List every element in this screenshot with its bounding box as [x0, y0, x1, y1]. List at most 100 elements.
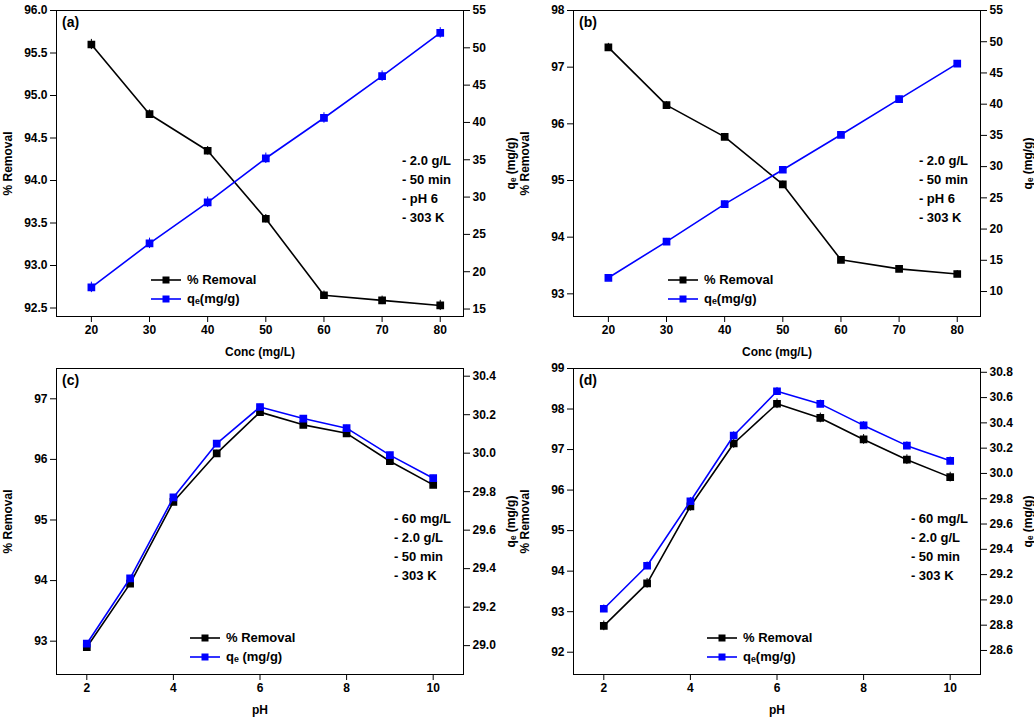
- svg-text:45: 45: [473, 78, 487, 92]
- svg-text:40: 40: [718, 323, 732, 337]
- svg-text:20: 20: [85, 323, 99, 337]
- svg-text:30: 30: [143, 323, 157, 337]
- svg-text:93.0: 93.0: [24, 258, 48, 272]
- svg-text:30.0: 30.0: [473, 446, 497, 460]
- svg-text:35: 35: [990, 128, 1004, 142]
- svg-text:25: 25: [473, 227, 487, 241]
- svg-text:15: 15: [990, 253, 1004, 267]
- svg-text:40: 40: [473, 115, 487, 129]
- svg-text:50: 50: [776, 323, 790, 337]
- svg-text:29.8: 29.8: [990, 492, 1014, 506]
- svg-text:94: 94: [551, 230, 565, 244]
- svg-text:qₑ (mg/g): qₑ (mg/g): [1021, 138, 1034, 190]
- svg-text:10: 10: [944, 681, 958, 695]
- svg-text:29.2: 29.2: [990, 567, 1014, 581]
- svg-text:29.4: 29.4: [990, 542, 1014, 556]
- svg-text:99: 99: [551, 361, 565, 375]
- svg-text:30.6: 30.6: [990, 390, 1014, 404]
- svg-text:6: 6: [257, 681, 264, 695]
- svg-text:40: 40: [990, 97, 1004, 111]
- svg-text:4: 4: [687, 681, 694, 695]
- svg-text:29.0: 29.0: [473, 638, 497, 652]
- svg-text:29.4: 29.4: [473, 561, 497, 575]
- svg-text:93: 93: [551, 287, 565, 301]
- svg-text:10: 10: [427, 681, 441, 695]
- svg-text:97: 97: [551, 442, 565, 456]
- svg-text:30.8: 30.8: [990, 365, 1014, 379]
- svg-text:% Removal: % Removal: [518, 131, 532, 195]
- svg-text:29.6: 29.6: [990, 517, 1014, 531]
- svg-text:93: 93: [34, 634, 48, 648]
- svg-text:29.0: 29.0: [990, 593, 1014, 607]
- svg-text:94.0: 94.0: [24, 173, 48, 187]
- svg-text:% Removal: % Removal: [1, 131, 15, 195]
- svg-text:40: 40: [201, 323, 215, 337]
- svg-text:% Removal: % Removal: [518, 489, 532, 553]
- svg-text:30: 30: [660, 323, 674, 337]
- svg-text:29.6: 29.6: [473, 523, 497, 537]
- svg-text:qₑ (mg/g): qₑ (mg/g): [1021, 496, 1034, 548]
- svg-text:2: 2: [600, 681, 607, 695]
- svg-text:Conc (mg/L): Conc (mg/L): [225, 345, 295, 359]
- svg-text:98: 98: [551, 3, 565, 17]
- svg-text:80: 80: [951, 323, 965, 337]
- svg-text:20: 20: [990, 222, 1004, 236]
- svg-text:30: 30: [473, 190, 487, 204]
- svg-text:97: 97: [551, 60, 565, 74]
- svg-text:96: 96: [551, 483, 565, 497]
- svg-text:35: 35: [473, 153, 487, 167]
- svg-text:2: 2: [83, 681, 90, 695]
- svg-text:55: 55: [473, 3, 487, 17]
- svg-text:6: 6: [774, 681, 781, 695]
- svg-text:20: 20: [473, 265, 487, 279]
- svg-text:60: 60: [834, 323, 848, 337]
- svg-text:30.2: 30.2: [990, 441, 1014, 455]
- svg-text:% Removal: % Removal: [1, 489, 15, 553]
- svg-text:97: 97: [34, 392, 48, 406]
- svg-text:94: 94: [34, 573, 48, 587]
- svg-text:pH: pH: [769, 703, 785, 717]
- svg-text:95: 95: [551, 173, 565, 187]
- svg-text:30: 30: [990, 159, 1004, 173]
- svg-text:96: 96: [551, 117, 565, 131]
- svg-text:70: 70: [375, 323, 389, 337]
- svg-text:qₑ (mg/g): qₑ (mg/g): [504, 496, 518, 548]
- svg-text:95.5: 95.5: [24, 46, 48, 60]
- svg-text:55: 55: [990, 3, 1004, 17]
- svg-text:29.8: 29.8: [473, 485, 497, 499]
- svg-text:30.2: 30.2: [473, 408, 497, 422]
- svg-text:95.0: 95.0: [24, 88, 48, 102]
- svg-text:98: 98: [551, 402, 565, 416]
- svg-text:28.8: 28.8: [990, 618, 1014, 632]
- svg-text:10: 10: [990, 284, 1004, 298]
- svg-text:95: 95: [34, 513, 48, 527]
- svg-text:93.5: 93.5: [24, 216, 48, 230]
- svg-text:30.0: 30.0: [990, 466, 1014, 480]
- svg-text:45: 45: [990, 66, 1004, 80]
- svg-text:20: 20: [602, 323, 616, 337]
- svg-text:50: 50: [259, 323, 273, 337]
- svg-text:30.4: 30.4: [990, 416, 1014, 430]
- svg-text:93: 93: [551, 605, 565, 619]
- svg-text:70: 70: [892, 323, 906, 337]
- svg-text:qₑ (mg/g): qₑ (mg/g): [504, 138, 518, 190]
- svg-text:94.5: 94.5: [24, 131, 48, 145]
- svg-text:92: 92: [551, 645, 565, 659]
- svg-text:25: 25: [990, 191, 1004, 205]
- svg-text:80: 80: [434, 323, 448, 337]
- svg-text:94: 94: [551, 564, 565, 578]
- svg-text:96: 96: [34, 452, 48, 466]
- svg-text:15: 15: [473, 302, 487, 316]
- svg-text:30.4: 30.4: [473, 369, 497, 383]
- svg-text:28.6: 28.6: [990, 643, 1014, 657]
- svg-text:50: 50: [473, 41, 487, 55]
- svg-text:29.2: 29.2: [473, 600, 497, 614]
- svg-text:Conc (mg/L): Conc (mg/L): [742, 345, 812, 359]
- svg-text:8: 8: [343, 681, 350, 695]
- svg-text:50: 50: [990, 35, 1004, 49]
- svg-text:95: 95: [551, 523, 565, 537]
- svg-text:4: 4: [170, 681, 177, 695]
- svg-text:92.5: 92.5: [24, 301, 48, 315]
- svg-text:pH: pH: [252, 703, 268, 717]
- svg-text:60: 60: [317, 323, 331, 337]
